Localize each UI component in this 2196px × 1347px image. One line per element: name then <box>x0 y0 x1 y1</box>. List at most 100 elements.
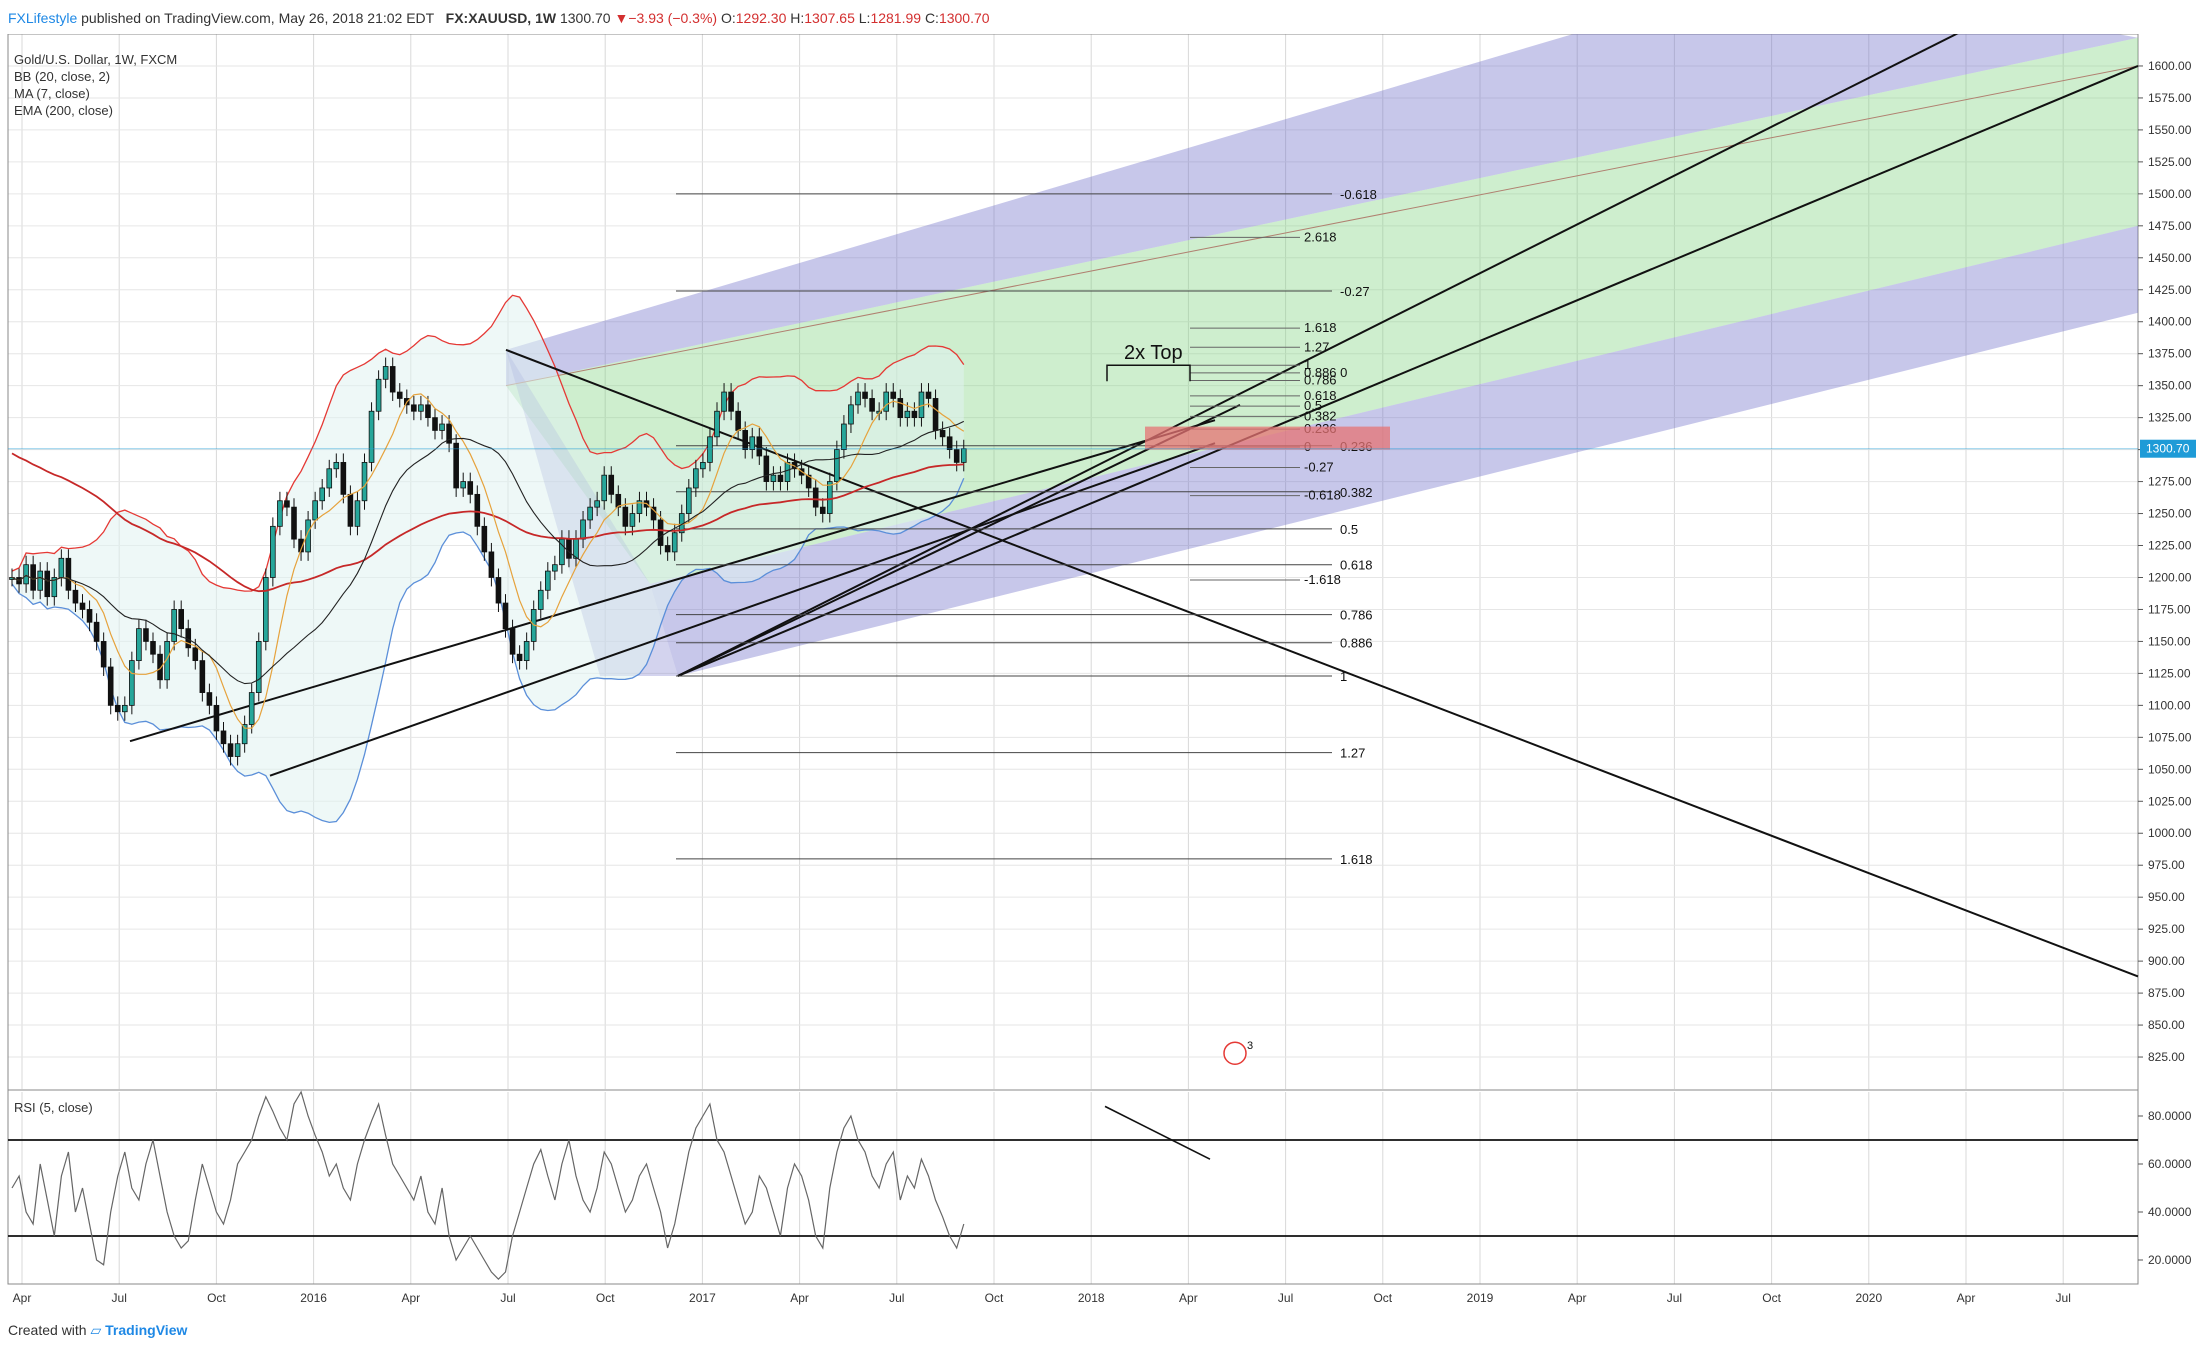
candle-body <box>79 602 86 610</box>
candle-body <box>848 404 854 425</box>
candle-body <box>545 570 551 591</box>
tradingview-brand[interactable]: TradingView <box>105 1322 188 1338</box>
resistance-zone[interactable] <box>1145 426 1390 450</box>
candle-body <box>354 500 361 527</box>
candle-body <box>650 506 657 521</box>
time-tick-label: 2018 <box>1078 1291 1105 1305</box>
candle-body <box>262 577 269 642</box>
candle-body <box>312 500 318 521</box>
candle-body <box>834 449 840 482</box>
price-tick-label: 1425.00 <box>2148 283 2192 297</box>
chart-header: FXLifestyle published on TradingView.com… <box>8 4 990 32</box>
fib-label: -0.27 <box>1340 284 1370 299</box>
fib-label: 0.886 <box>1340 636 1373 651</box>
fib-label-right: 1 <box>1304 357 1311 372</box>
fib-label: 1.27 <box>1340 746 1365 761</box>
candle-body <box>601 474 607 502</box>
price-tick-label: 950.00 <box>2148 890 2185 904</box>
candle-body <box>453 442 459 489</box>
candle-body <box>502 602 509 630</box>
candle-body <box>178 609 185 630</box>
time-tick-label: Oct <box>1373 1291 1392 1305</box>
fib-label-right: 0.618 <box>1304 388 1337 403</box>
candle-body <box>361 461 368 502</box>
candle-body <box>770 474 777 482</box>
candle-body <box>805 474 812 489</box>
candle-body <box>932 398 939 431</box>
fib-label-right: 0.786 <box>1304 373 1337 388</box>
price-tick-label: 1575.00 <box>2148 91 2192 105</box>
candle-body <box>552 564 558 572</box>
candle-body <box>213 704 220 732</box>
candle-body <box>30 564 36 591</box>
candle-body <box>509 628 516 655</box>
time-tick-label: Apr <box>790 1291 809 1305</box>
price-tick-label: 1375.00 <box>2148 347 2192 361</box>
price-tick-label: 1100.00 <box>2148 698 2191 712</box>
candle-body <box>749 436 756 451</box>
legend-ma: MA (7, close) <box>14 86 90 101</box>
candle-body <box>255 641 262 693</box>
footer: Created with ▱ TradingView <box>8 1316 187 1344</box>
candle-body <box>37 570 43 591</box>
candle-body <box>777 474 784 482</box>
candle-body <box>756 436 763 457</box>
rsi-axis[interactable]: 80.0000 60.0000 40.0000 20.0000 <box>2138 1109 2192 1267</box>
price-tick-label: 1275.00 <box>2148 475 2192 489</box>
fib-levels: -0.618-0.270.2360.3820.50.6180.7860.8861… <box>676 187 1377 867</box>
candle-body <box>291 506 297 540</box>
bb-fill <box>12 295 964 823</box>
fib-label-right: 1.27 <box>1304 339 1329 354</box>
candle-body <box>664 545 671 553</box>
candle-body <box>474 493 481 527</box>
publisher-name[interactable]: FXLifestyle <box>8 10 78 26</box>
candle-body <box>347 493 354 527</box>
double-top-annotation[interactable]: 2x Top <box>1106 342 1191 382</box>
price-axis[interactable]: 1600.00 1575.00 1550.00 1525.00 1500.00 1475.… <box>2138 59 2192 1064</box>
trend-lines[interactable] <box>129 34 2139 978</box>
rsi-tick-label: 20.0000 <box>2148 1253 2192 1267</box>
candle-body <box>721 391 727 412</box>
candle-body <box>587 506 593 521</box>
rsi-tick-label: 80.0000 <box>2148 1109 2192 1123</box>
low-value: 1281.99 <box>870 10 922 26</box>
time-tick-label: Oct <box>207 1291 226 1305</box>
candle-body <box>897 398 904 419</box>
price-tick-label: 1250.00 <box>2148 507 2192 521</box>
candle-body <box>671 532 678 553</box>
time-tick-label: Apr <box>401 1291 420 1305</box>
candle-body <box>122 704 128 713</box>
candle-body <box>467 481 474 495</box>
candle-body <box>827 481 833 514</box>
bb-basis <box>11 420 965 685</box>
candle-body <box>340 461 347 495</box>
candle-body <box>86 609 93 623</box>
fib-label: 1 <box>1340 669 1347 684</box>
candle-body <box>911 410 918 419</box>
candle-body <box>171 609 177 642</box>
time-tick-label: Jul <box>500 1291 515 1305</box>
price-tick-label: 1600.00 <box>2148 59 2192 73</box>
price-tick-label: 1225.00 <box>2148 539 2192 553</box>
time-tick-label: Jul <box>1667 1291 1682 1305</box>
events-badge[interactable]: 3 <box>1223 1040 1253 1065</box>
candle-body <box>65 557 72 591</box>
trend-line <box>677 34 1959 677</box>
candlesticks <box>9 357 967 766</box>
candle-body <box>114 704 121 713</box>
candle-body <box>333 461 340 470</box>
chart-canvas[interactable]: -0.618-0.270.2360.3820.50.6180.7860.8861… <box>0 34 2196 1314</box>
candle-body <box>150 641 156 655</box>
published-text: published on TradingView.com, May 26, 20… <box>81 10 434 26</box>
us-flag-icon[interactable] <box>1223 1041 1247 1065</box>
fib-label-right: -1.618 <box>1304 572 1341 587</box>
time-axis[interactable]: Apr Jul Oct 2016 Apr Jul Oct 2017 Apr Jul Oct 2018 A… <box>8 1283 2138 1305</box>
candle-body <box>136 628 142 662</box>
fib-label: 0.382 <box>1340 485 1373 500</box>
price-tick-label: 1350.00 <box>2148 379 2192 393</box>
price-tick-label: 900.00 <box>2148 954 2185 968</box>
time-tick-label: Oct <box>985 1291 1004 1305</box>
last-price: 1300.70 <box>559 10 611 26</box>
fib-label: 0.618 <box>1340 558 1373 573</box>
time-tick-label: Apr <box>1179 1291 1198 1305</box>
